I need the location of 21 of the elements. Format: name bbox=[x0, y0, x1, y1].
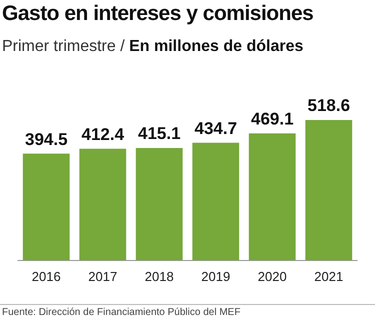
bar bbox=[192, 142, 240, 260]
x-tick-label: 2020 bbox=[258, 268, 287, 284]
chart-title: Gasto en intereses y comisiones bbox=[2, 2, 314, 26]
data-label: 434.7 bbox=[194, 118, 238, 138]
data-label: 415.1 bbox=[138, 124, 181, 144]
x-tick-label: 2016 bbox=[32, 268, 61, 284]
data-label: 412.4 bbox=[81, 124, 125, 144]
bar bbox=[22, 154, 70, 260]
bar bbox=[136, 148, 183, 260]
chart-subtitle: Primer trimestre / En millones de dólares bbox=[2, 38, 304, 55]
x-tick-label: 2017 bbox=[88, 268, 118, 284]
x-tick-label: 2018 bbox=[144, 268, 174, 284]
bar bbox=[248, 133, 296, 260]
data-label: 469.1 bbox=[250, 110, 294, 129]
bar bbox=[79, 148, 126, 260]
bar bbox=[305, 120, 352, 260]
data-label: 518.6 bbox=[307, 96, 350, 116]
x-tick-label: 2019 bbox=[201, 268, 230, 284]
source-note: Fuente: Dirección de Financiamiento Público del MEF bbox=[2, 307, 240, 318]
data-label: 394.5 bbox=[24, 130, 68, 149]
x-tick-label: 2021 bbox=[314, 268, 344, 284]
